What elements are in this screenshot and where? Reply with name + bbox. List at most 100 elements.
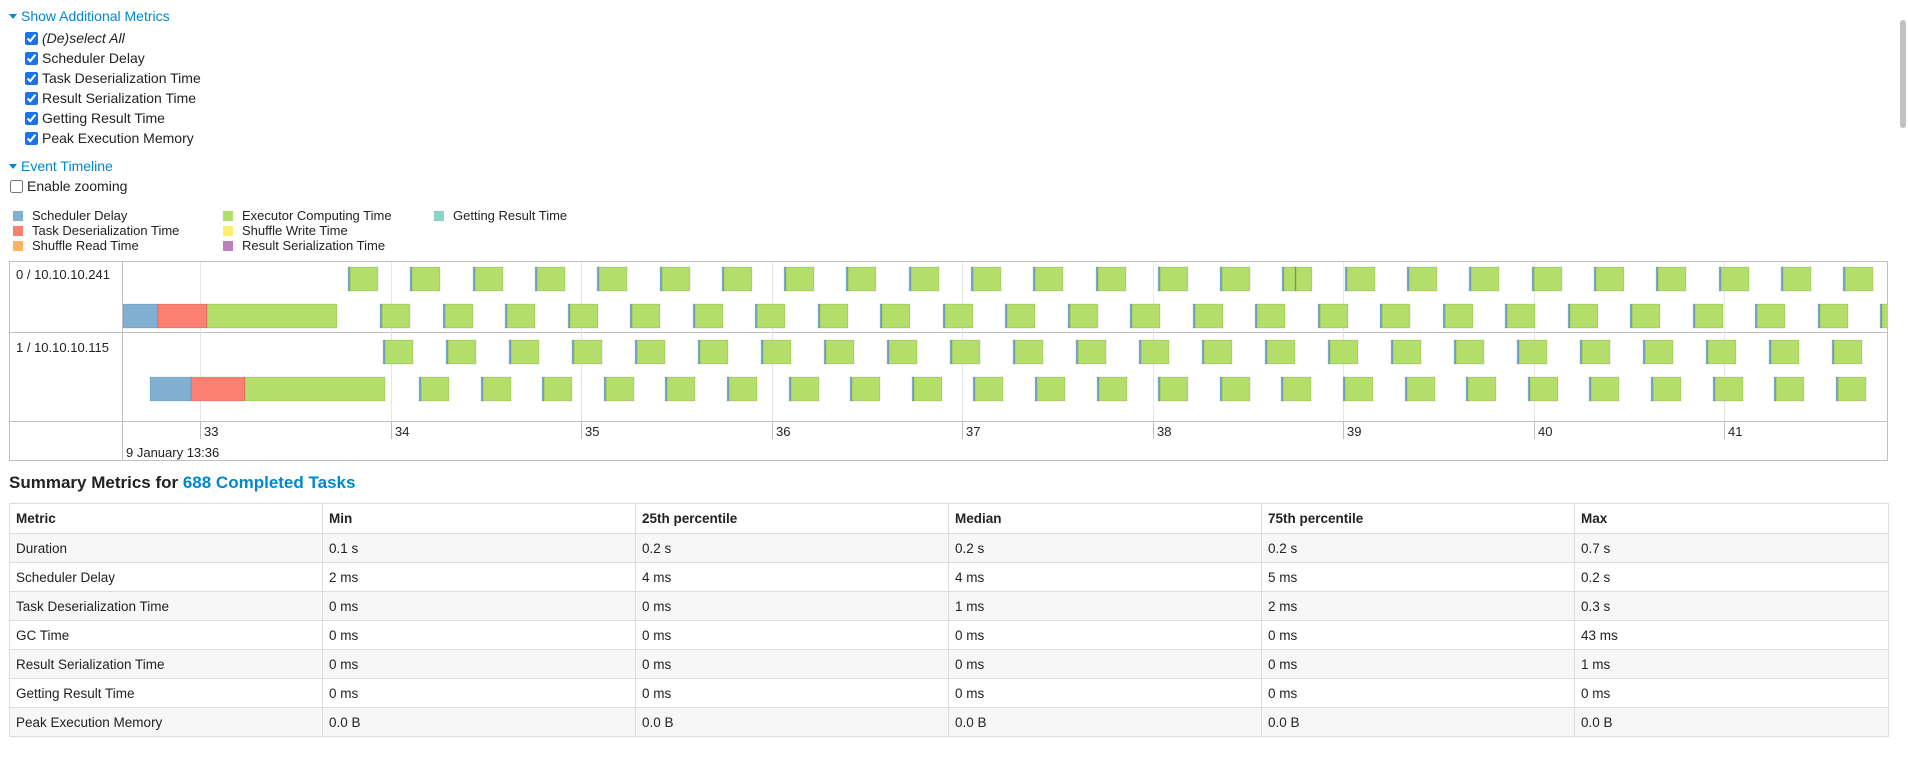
completed-tasks-link[interactable]: 688 Completed Tasks <box>182 473 356 492</box>
task-bar[interactable] <box>543 376 573 402</box>
task-bar[interactable] <box>728 376 758 402</box>
getting-result-checkbox[interactable] <box>25 111 38 125</box>
task-bar[interactable] <box>1581 339 1611 365</box>
task-bar[interactable] <box>1881 303 1888 329</box>
task-bar[interactable] <box>510 339 540 365</box>
task-scheduler-delay-segment[interactable] <box>1157 266 1161 292</box>
task-bar[interactable] <box>1159 266 1189 292</box>
task-scheduler-delay-segment[interactable] <box>1075 339 1079 365</box>
task-bar[interactable] <box>206 303 338 329</box>
task-scheduler-delay-segment[interactable] <box>1593 266 1597 292</box>
task-scheduler-delay-segment[interactable] <box>1879 303 1883 329</box>
task-bar[interactable] <box>1098 376 1128 402</box>
task-bar[interactable] <box>1518 339 1548 365</box>
task-bar[interactable] <box>1344 376 1374 402</box>
task-bar[interactable] <box>825 339 855 365</box>
task-scheduler-delay-segment[interactable] <box>1342 376 1346 402</box>
task-scheduler-delay-segment[interactable] <box>1281 266 1285 292</box>
task-scheduler-delay-segment[interactable] <box>149 376 192 402</box>
task-scheduler-delay-segment[interactable] <box>1650 376 1654 402</box>
task-bar[interactable] <box>1819 303 1849 329</box>
task-bar[interactable] <box>1837 376 1867 402</box>
task-scheduler-delay-segment[interactable] <box>1034 376 1038 402</box>
task-result-serialization-segment[interactable] <box>1294 266 1297 292</box>
scheduler-delay-checkbox[interactable] <box>25 51 38 65</box>
task-bar[interactable] <box>1844 266 1874 292</box>
task-scheduler-delay-segment[interactable] <box>1317 303 1321 329</box>
task-bar[interactable] <box>790 376 820 402</box>
result-serialization-checkbox[interactable] <box>25 91 38 105</box>
task-bar[interactable] <box>1036 376 1066 402</box>
task-bar[interactable] <box>447 339 477 365</box>
task-bar[interactable] <box>756 303 786 329</box>
task-bar[interactable] <box>1470 266 1500 292</box>
task-bar[interactable] <box>1203 339 1233 365</box>
column-header-min[interactable]: Min <box>322 503 636 534</box>
task-bar[interactable] <box>944 303 974 329</box>
task-bar[interactable] <box>506 303 536 329</box>
task-bar[interactable] <box>631 303 661 329</box>
task-scheduler-delay-segment[interactable] <box>1588 376 1592 402</box>
peak-memory-checkbox[interactable] <box>25 131 38 145</box>
task-bar[interactable] <box>1569 303 1599 329</box>
task-scheduler-delay-segment[interactable] <box>1579 339 1583 365</box>
task-bar[interactable] <box>1775 376 1805 402</box>
task-bar[interactable] <box>1631 303 1661 329</box>
task-bar[interactable] <box>1657 266 1687 292</box>
task-scheduler-delay-segment[interactable] <box>1768 339 1772 365</box>
task-scheduler-delay-segment[interactable] <box>1264 339 1268 365</box>
task-bar[interactable] <box>1590 376 1620 402</box>
task-scheduler-delay-segment[interactable] <box>1095 266 1099 292</box>
task-scheduler-delay-segment[interactable] <box>1817 303 1821 329</box>
task-scheduler-delay-segment[interactable] <box>1629 303 1633 329</box>
task-bar[interactable] <box>1329 339 1359 365</box>
task-scheduler-delay-segment[interactable] <box>1129 303 1133 329</box>
task-bar[interactable] <box>819 303 849 329</box>
task-bar[interactable] <box>913 376 943 402</box>
task-scheduler-delay-segment[interactable] <box>1465 376 1469 402</box>
task-bar[interactable] <box>411 266 441 292</box>
task-scheduler-delay-segment[interactable] <box>1773 376 1777 402</box>
enable-zooming-checkbox[interactable] <box>10 179 23 193</box>
task-bar[interactable] <box>1714 376 1744 402</box>
task-scheduler-delay-segment[interactable] <box>1096 376 1100 402</box>
task-scheduler-delay-segment[interactable] <box>1219 376 1223 402</box>
task-scheduler-delay-segment[interactable] <box>1192 303 1196 329</box>
task-scheduler-delay-segment[interactable] <box>1201 339 1205 365</box>
task-bar[interactable] <box>1533 266 1563 292</box>
task-bar[interactable] <box>762 339 792 365</box>
task-bar[interactable] <box>951 339 981 365</box>
task-bar[interactable] <box>666 376 696 402</box>
column-header-25th[interactable]: 25th percentile <box>635 503 949 534</box>
task-bars[interactable] <box>123 262 1888 420</box>
task-bar[interactable] <box>1644 339 1674 365</box>
task-scheduler-delay-segment[interactable] <box>1642 339 1646 365</box>
event-timeline-chart[interactable]: 0 / 10.10.10.241 1 / 10.10.10.115 33 34 35… <box>9 261 1888 461</box>
task-bar[interactable] <box>1256 303 1286 329</box>
task-scheduler-delay-segment[interactable] <box>1842 266 1846 292</box>
task-scheduler-delay-segment[interactable] <box>1754 303 1758 329</box>
column-header-metric[interactable]: Metric <box>9 503 323 534</box>
task-bar[interactable] <box>1159 376 1189 402</box>
task-bar[interactable] <box>694 303 724 329</box>
task-scheduler-delay-segment[interactable] <box>1780 266 1784 292</box>
task-scheduler-delay-segment[interactable] <box>1692 303 1696 329</box>
task-bar[interactable] <box>1077 339 1107 365</box>
task-bar[interactable] <box>1283 266 1313 292</box>
deselect-all-checkbox[interactable] <box>25 31 38 45</box>
task-bar[interactable] <box>888 339 918 365</box>
task-bar[interactable] <box>1770 339 1800 365</box>
task-scheduler-delay-segment[interactable] <box>1406 266 1410 292</box>
task-bar[interactable] <box>1006 303 1036 329</box>
task-scheduler-delay-segment[interactable] <box>1157 376 1161 402</box>
task-scheduler-delay-segment[interactable] <box>1712 376 1716 402</box>
task-bar[interactable] <box>661 266 691 292</box>
task-scheduler-delay-segment[interactable] <box>1404 376 1408 402</box>
task-scheduler-delay-segment[interactable] <box>1718 266 1722 292</box>
task-bar[interactable] <box>1652 376 1682 402</box>
task-deserialization-segment[interactable] <box>190 376 246 402</box>
task-bar[interactable] <box>1595 266 1625 292</box>
task-bar[interactable] <box>1406 376 1436 402</box>
task-bar[interactable] <box>1097 266 1127 292</box>
task-bar[interactable] <box>536 266 566 292</box>
